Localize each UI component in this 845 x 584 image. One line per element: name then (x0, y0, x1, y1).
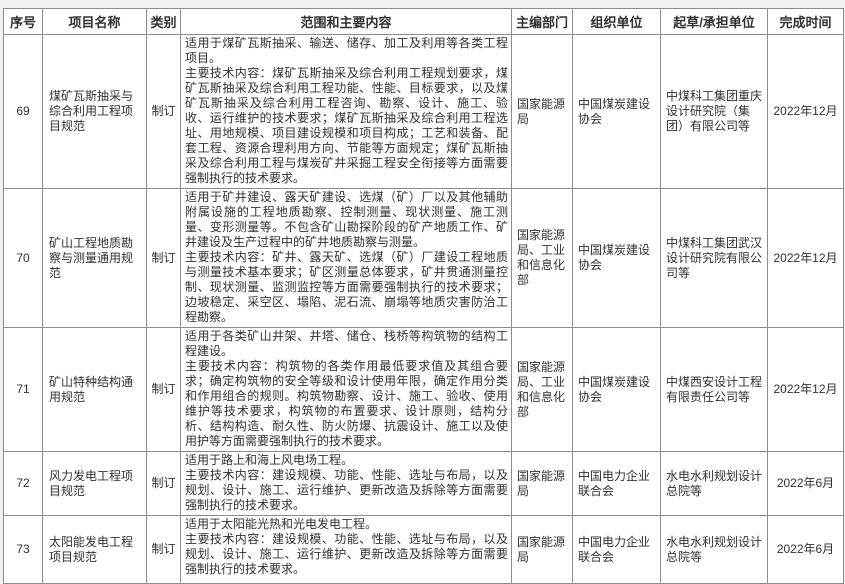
column-header-drafter: 起草/承担单位 (660, 8, 768, 35)
cell-name: 风力发电工程项目规范 (42, 451, 147, 516)
cell-dept: 国家能源局 (511, 34, 573, 189)
cell-scope: 适用于矿井建设、露天矿建设、选煤（矿）厂以及其他辅助附属设施的工程地质勘察、控制… (180, 188, 512, 328)
cell-seq: 70 (3, 188, 43, 328)
cell-dept: 国家能源局 (511, 515, 573, 584)
table-row: 71 矿山特种结构通用规范 制订 适用于各类矿山井架、井塔、储仓、栈桥等构筑物的… (3, 327, 844, 452)
table-row: 70 矿山工程地质勘察与测量通用规范 制订 适用于矿井建设、露天矿建设、选煤（矿… (3, 188, 844, 328)
cell-category: 制订 (146, 451, 181, 516)
standards-table-container: 序号 项目名称 类别 范围和主要内容 主编部门 组织单位 起草/承担单位 完成时… (3, 8, 844, 584)
cell-scope: 适用于煤矿瓦斯抽采、输送、储存、加工及利用等各类工程项目。 主要技术内容：煤矿瓦… (180, 34, 512, 189)
cell-deadline: 2022年6月 (767, 451, 844, 516)
cell-seq: 69 (3, 34, 43, 189)
cell-org: 中国电力企业联合会 (572, 451, 661, 516)
column-header-seq: 序号 (3, 8, 43, 35)
column-header-deadline: 完成时间 (767, 8, 844, 35)
table-row: 69 煤矿瓦斯抽采与综合利用工程项目规范 制订 适用于煤矿瓦斯抽采、输送、储存、… (3, 34, 844, 189)
standards-table: 序号 项目名称 类别 范围和主要内容 主编部门 组织单位 起草/承担单位 完成时… (3, 8, 844, 584)
cell-seq: 73 (3, 515, 43, 584)
column-header-name: 项目名称 (42, 8, 147, 35)
column-header-org: 组织单位 (572, 8, 661, 35)
cell-deadline: 2022年12月 (767, 327, 844, 452)
cell-deadline: 2022年12月 (767, 34, 844, 189)
cell-name: 矿山工程地质勘察与测量通用规范 (42, 188, 147, 328)
cell-scope: 适用于路上和海上风电场工程。 主要技术内容：建设规模、功能、性能、选址与布局，以… (180, 451, 512, 516)
cell-scope: 适用于各类矿山井架、井塔、储仓、栈桥等构筑物的结构工程建设。 主要技术内容：构筑… (180, 327, 512, 452)
column-header-dept: 主编部门 (511, 8, 573, 35)
cell-category: 制订 (146, 34, 181, 189)
cell-scope: 适用于太阳能光热和光电发电工程。 主要技术内容：建设规模、功能、性能、选址与布局… (180, 515, 512, 584)
cell-drafter: 水电水利规划设计总院等 (660, 515, 768, 584)
table-row: 72 风力发电工程项目规范 制订 适用于路上和海上风电场工程。 主要技术内容：建… (3, 451, 844, 516)
cell-deadline: 2022年6月 (767, 515, 844, 584)
cell-seq: 71 (3, 327, 43, 452)
cell-name: 太阳能发电工程项目规范 (42, 515, 147, 584)
cell-org: 中国电力企业联合会 (572, 515, 661, 584)
cell-org: 中国煤炭建设协会 (572, 34, 661, 189)
column-header-scope: 范围和主要内容 (180, 8, 512, 35)
cell-org: 中国煤炭建设协会 (572, 327, 661, 452)
cell-category: 制订 (146, 327, 181, 452)
cell-drafter: 中煤科工集团武汉设计研究院有限公司等 (660, 188, 768, 328)
cell-name: 矿山特种结构通用规范 (42, 327, 147, 452)
cell-deadline: 2022年12月 (767, 188, 844, 328)
cell-org: 中国煤炭建设协会 (572, 188, 661, 328)
table-row: 73 太阳能发电工程项目规范 制订 适用于太阳能光热和光电发电工程。 主要技术内… (3, 515, 844, 584)
cell-category: 制订 (146, 515, 181, 584)
cell-drafter: 中煤西安设计工程有限责任公司等 (660, 327, 768, 452)
table-header-row: 序号 项目名称 类别 范围和主要内容 主编部门 组织单位 起草/承担单位 完成时… (3, 8, 844, 35)
cell-dept: 国家能源局、工业和信息化部 (511, 327, 573, 452)
cell-seq: 72 (3, 451, 43, 516)
cell-name: 煤矿瓦斯抽采与综合利用工程项目规范 (42, 34, 147, 189)
cell-drafter: 中煤科工集团重庆设计研究院（集团）有限公司等 (660, 34, 768, 189)
cell-dept: 国家能源局、工业和信息化部 (511, 188, 573, 328)
cell-dept: 国家能源局 (511, 451, 573, 516)
column-header-category: 类别 (146, 8, 181, 35)
cell-category: 制订 (146, 188, 181, 328)
cell-drafter: 水电水利规划设计总院等 (660, 451, 768, 516)
